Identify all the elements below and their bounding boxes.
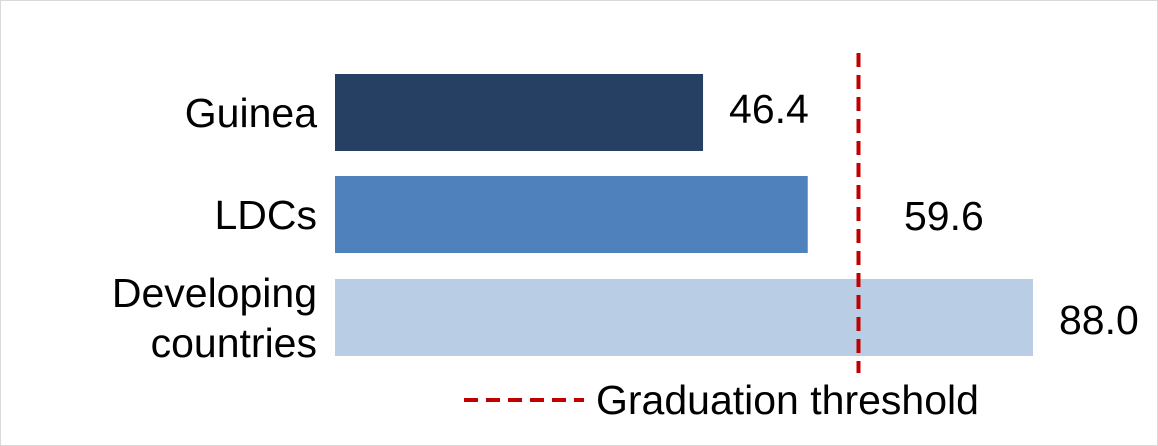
- bars-layer: [335, 74, 1033, 356]
- legend-label-graduation-threshold: Graduation threshold: [596, 377, 979, 423]
- value-label-1: 59.6: [904, 193, 984, 239]
- category-label-2-line-0: Developing: [112, 270, 317, 316]
- value-label-2: 88.0: [1059, 297, 1139, 343]
- legend: Graduation threshold: [464, 377, 979, 423]
- value-label-0: 46.4: [729, 86, 809, 132]
- bar-1: [335, 176, 808, 253]
- category-label-1: LDCs: [214, 192, 317, 238]
- bar-0: [335, 74, 704, 151]
- bar-2: [335, 279, 1033, 356]
- category-label-0: Guinea: [185, 90, 317, 136]
- category-label-2-line-1: countries: [151, 320, 317, 366]
